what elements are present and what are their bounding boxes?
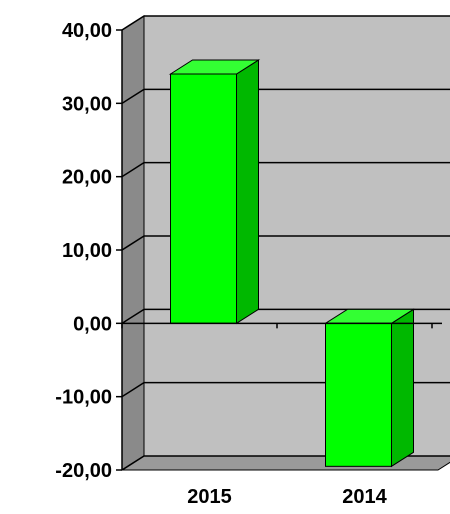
y-tick-label: 0,00	[73, 313, 112, 335]
y-tick-label: 20,00	[62, 167, 112, 189]
y-tick-label: 30,00	[62, 93, 112, 115]
bar	[325, 322, 392, 467]
y-tick-label: -20,00	[55, 460, 112, 482]
x-tick-label: 2015	[187, 486, 232, 508]
y-tick-label: 40,00	[62, 20, 112, 42]
bar	[170, 73, 237, 324]
y-tick-label: -10,00	[55, 387, 112, 409]
gridline	[121, 161, 450, 178]
y-tick-label: 10,00	[62, 240, 112, 262]
bar-side	[391, 308, 414, 468]
bar-side	[236, 59, 259, 325]
x-tick-label: 2014	[342, 486, 387, 508]
axes	[116, 29, 442, 471]
gridline	[121, 235, 450, 251]
bars	[168, 59, 416, 468]
y-tick-labels: 40,00 30,00 20,00 10,00 0,00 -10,00 -20,00	[55, 20, 112, 482]
x-tick-labels: 2015 2014	[187, 486, 387, 508]
gridline	[121, 15, 450, 31]
gridline	[121, 88, 450, 104]
